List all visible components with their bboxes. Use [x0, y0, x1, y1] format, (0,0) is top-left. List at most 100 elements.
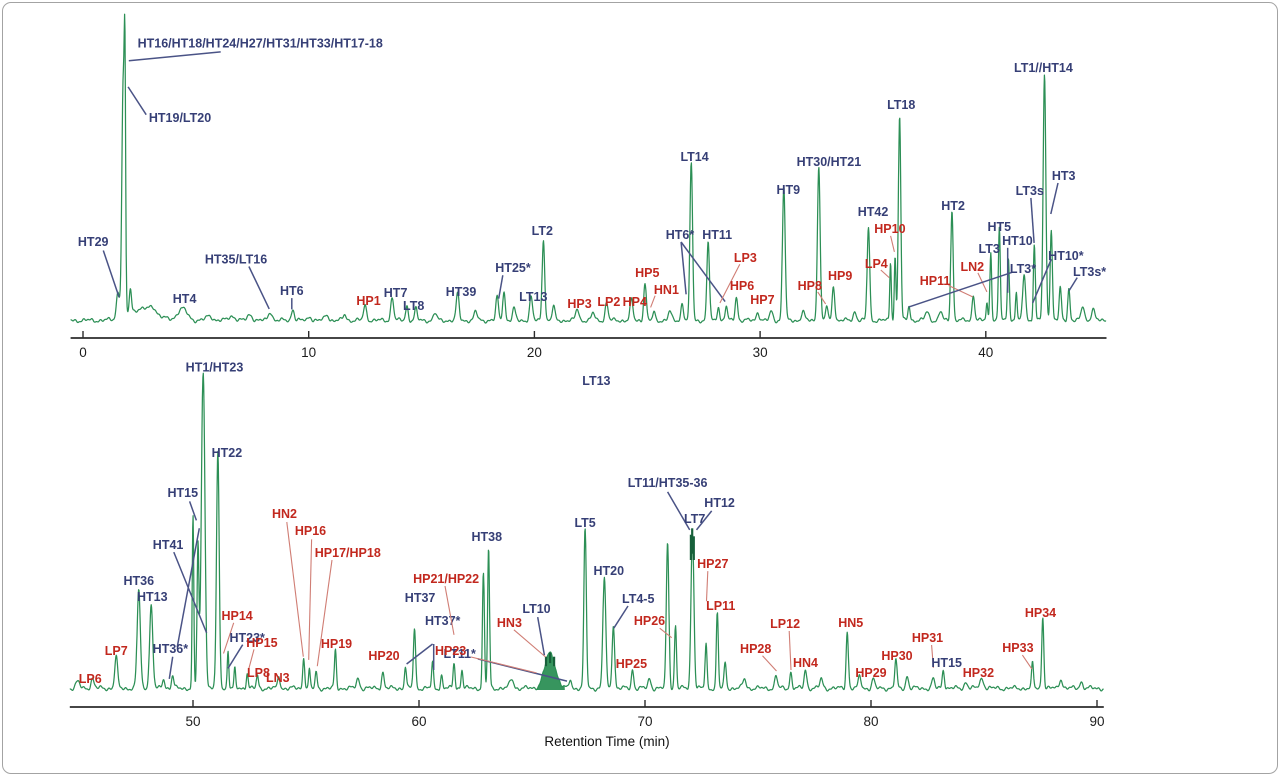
- peak-label-ht12: HT12: [704, 496, 735, 510]
- peak-label-ht23-: HT23*: [229, 631, 265, 645]
- peak-label-hp33: HP33: [1002, 641, 1033, 655]
- leader-line: [406, 643, 434, 665]
- leader-line: [247, 649, 255, 671]
- peak-label-ht41: HT41: [153, 538, 184, 552]
- peak-label-hp20: HP20: [368, 649, 399, 663]
- peak-label-hp11: HP11: [920, 274, 951, 288]
- leader-line: [680, 241, 726, 303]
- leader-line: [890, 235, 895, 253]
- peak-label-ht19-lt20: HT19/LT20: [149, 111, 211, 125]
- leader-line: [173, 551, 208, 634]
- peak-label-lp8: LP8: [247, 666, 270, 680]
- peak-label-lt3-: LT3*: [1010, 262, 1036, 276]
- axis-tick-label: 20: [527, 345, 542, 360]
- leader-line: [1021, 654, 1033, 670]
- peak-label-hp31: HP31: [912, 631, 943, 645]
- peak-label-lp7: LP7: [105, 644, 128, 658]
- peak-label-ht6: HT6: [280, 284, 304, 298]
- peak-label-ht15: HT15: [931, 656, 962, 670]
- chromatogram-trace-lower: [69, 372, 1104, 692]
- peak-label-ht20: HT20: [594, 564, 625, 578]
- peak-label-ht25-: HT25*: [495, 261, 531, 275]
- leader-line: [176, 528, 201, 648]
- peak-label-lt11-ht35-36: LT11/HT35-36: [628, 476, 708, 490]
- peak-label-hp16: HP16: [295, 524, 326, 538]
- peak-label-lt13: LT13: [582, 374, 610, 388]
- peak-label-ln3: LN3: [266, 671, 290, 685]
- peak-label-hp19: HP19: [321, 637, 352, 651]
- peak-label-ht30-ht21: HT30/HT21: [797, 155, 862, 169]
- peak-label-ht5: HT5: [987, 220, 1011, 234]
- leader-line: [188, 501, 198, 521]
- leader-line: [817, 291, 827, 305]
- leader-line: [659, 627, 673, 639]
- leader-line: [650, 295, 656, 308]
- peak-label-hp4: HP4: [623, 295, 647, 309]
- peak-label-hp14: HP14: [221, 609, 252, 623]
- peak-label-ht16-ht18-ht24-h27-ht31-ht33-ht17-18: HT16/HT18/HT24/H27/HT31/HT33/HT17-18: [138, 37, 383, 51]
- chromatogram-trace-upper: [70, 13, 1107, 324]
- peak-label-hp27: HP27: [697, 557, 728, 571]
- peak-label-ht7: HT7: [384, 286, 408, 300]
- peak-label-ht35-lt16: HT35/LT16: [205, 253, 267, 267]
- peak-label-hn2: HN2: [272, 507, 297, 521]
- axis-tick-label: 70: [637, 714, 652, 729]
- leader-line: [719, 263, 741, 304]
- leader-line: [908, 271, 1013, 308]
- leader-line: [1030, 197, 1035, 243]
- peak-label-ht39: HT39: [446, 285, 477, 299]
- leader-line: [666, 491, 691, 531]
- peak-label-lp11: LP11: [706, 599, 735, 613]
- peak-label-lt14: LT14: [680, 150, 708, 164]
- peak-label-ht22: HT22: [212, 446, 243, 460]
- peak-label-lp4: LP4: [865, 257, 888, 271]
- peak-label-hn3: HN3: [497, 616, 522, 630]
- peak-label-lp6: LP6: [79, 672, 102, 686]
- peak-label-lt2: LT2: [532, 224, 553, 238]
- peak-label-hp26: HP26: [634, 614, 665, 628]
- peak-label-hp34: HP34: [1025, 606, 1056, 620]
- peak-label-lt11-: LT11*: [443, 647, 476, 661]
- peak-label-ht36-: HT36*: [153, 642, 189, 656]
- axis-tick-label: 80: [863, 714, 878, 729]
- peak-label-ht36: HT36: [124, 574, 155, 588]
- peak-label-hp1: HP1: [356, 294, 380, 308]
- peak-label-ht15: HT15: [168, 486, 199, 500]
- leader-line: [536, 616, 546, 656]
- peak-label-ht13: HT13: [137, 590, 168, 604]
- peak-label-hp8: HP8: [798, 279, 822, 293]
- leader-line: [931, 644, 934, 668]
- leader-line: [680, 241, 687, 295]
- peak-label-lt10: LT10: [522, 602, 550, 616]
- leader-line: [1068, 277, 1078, 292]
- peak-label-ht29: HT29: [78, 235, 109, 249]
- peak-label-lt3: LT3: [979, 242, 1000, 256]
- leader-line: [705, 571, 709, 602]
- leader-line: [788, 630, 792, 671]
- leader-line: [470, 656, 537, 674]
- peak-label-ht10-: HT10*: [1048, 249, 1084, 263]
- leader-line: [948, 285, 973, 298]
- peak-label-hp3: HP3: [567, 297, 591, 311]
- peak-label-ht11: HT11: [702, 228, 732, 242]
- leader-line: [513, 629, 546, 658]
- leader-line: [127, 86, 147, 116]
- peak-label-hp30: HP30: [881, 649, 912, 663]
- peak-label-hp32: HP32: [963, 666, 994, 680]
- peak-label-ht1-ht23: HT1/HT23: [186, 360, 244, 374]
- peak-label-hp15: HP15: [246, 636, 277, 650]
- axis-tick-label: 60: [411, 714, 426, 729]
- peak-label-ht2: HT2: [941, 199, 965, 213]
- leader-line: [222, 622, 235, 654]
- peak-label-lt5: LT5: [574, 516, 595, 530]
- peak-label-lt3s: LT3s: [1016, 184, 1044, 198]
- peak-label-lt13: LT13: [519, 290, 547, 304]
- peak-label-ht42: HT42: [858, 205, 889, 219]
- peak-label-lp12: LP12: [770, 617, 800, 631]
- peak-label-ht38: HT38: [472, 530, 503, 544]
- peak-label-hp5: HP5: [635, 266, 659, 280]
- peak-label-hp21-hp22: HP21/HP22: [413, 572, 479, 586]
- peak-label-hp23: HP23: [435, 644, 466, 658]
